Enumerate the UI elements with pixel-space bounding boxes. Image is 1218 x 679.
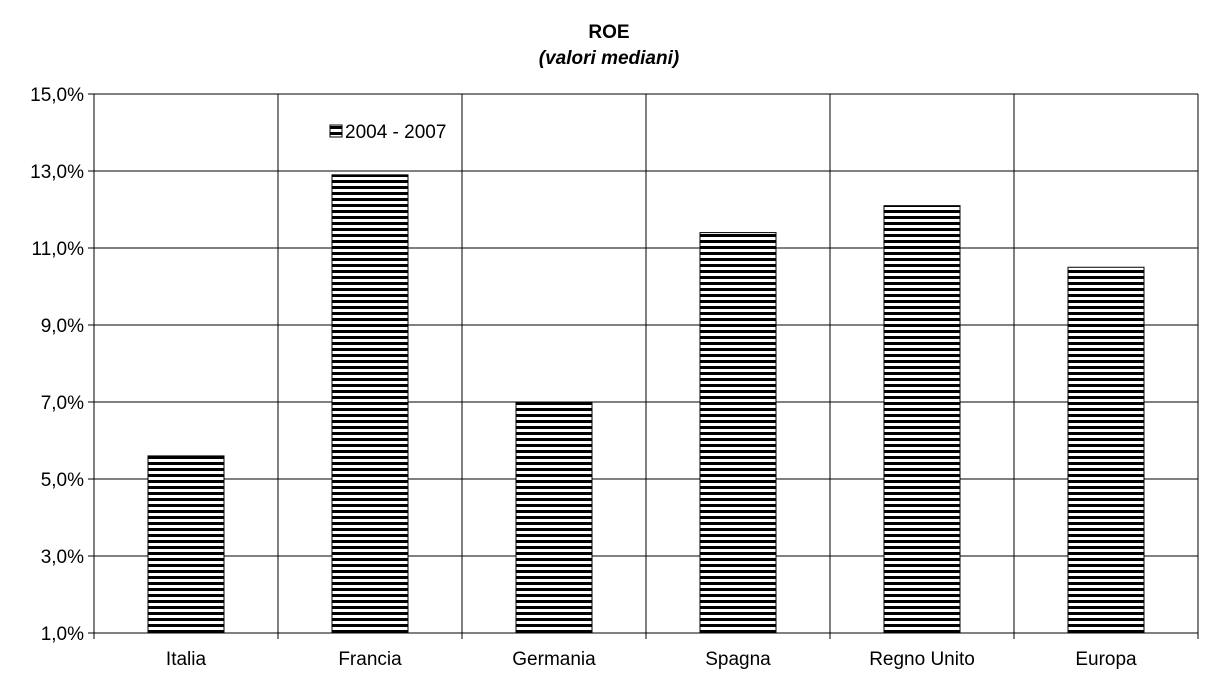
bar	[515, 401, 593, 634]
chart-subtitle: (valori mediani)	[538, 48, 680, 69]
bar	[331, 174, 409, 634]
y-tick-label: 13,0%	[30, 162, 84, 183]
bar	[147, 455, 225, 634]
bar	[883, 205, 961, 634]
legend: 2004 - 2007	[329, 122, 446, 143]
chart-title: ROE	[588, 22, 630, 43]
y-tick-label: 1,0%	[41, 624, 84, 645]
x-category-label: Europa	[1075, 649, 1137, 670]
x-category-label: Italia	[166, 649, 207, 670]
y-tick-label: 3,0%	[41, 547, 84, 568]
legend-swatch	[329, 124, 343, 138]
bars	[147, 174, 1145, 634]
legend-label: 2004 - 2007	[345, 122, 446, 143]
y-tick-label: 11,0%	[32, 239, 85, 260]
y-tick-label: 7,0%	[41, 393, 84, 414]
x-category-label: Spagna	[705, 649, 771, 670]
x-category-label: Germania	[512, 649, 596, 670]
bar	[699, 232, 777, 634]
axes: 1,0% 3,0% 5,0% 7,0% 9,0% 11,0% 13,0% 15,0% Itali…	[30, 85, 1199, 670]
x-category-label: Francia	[338, 649, 402, 670]
y-tick-label: 15,0%	[30, 85, 84, 106]
grid-lines	[93, 93, 1199, 634]
y-tick-label: 5,0%	[41, 470, 84, 491]
bar	[1067, 266, 1145, 634]
x-category-label: Regno Unito	[869, 649, 975, 670]
y-tick-label: 9,0%	[41, 316, 84, 337]
